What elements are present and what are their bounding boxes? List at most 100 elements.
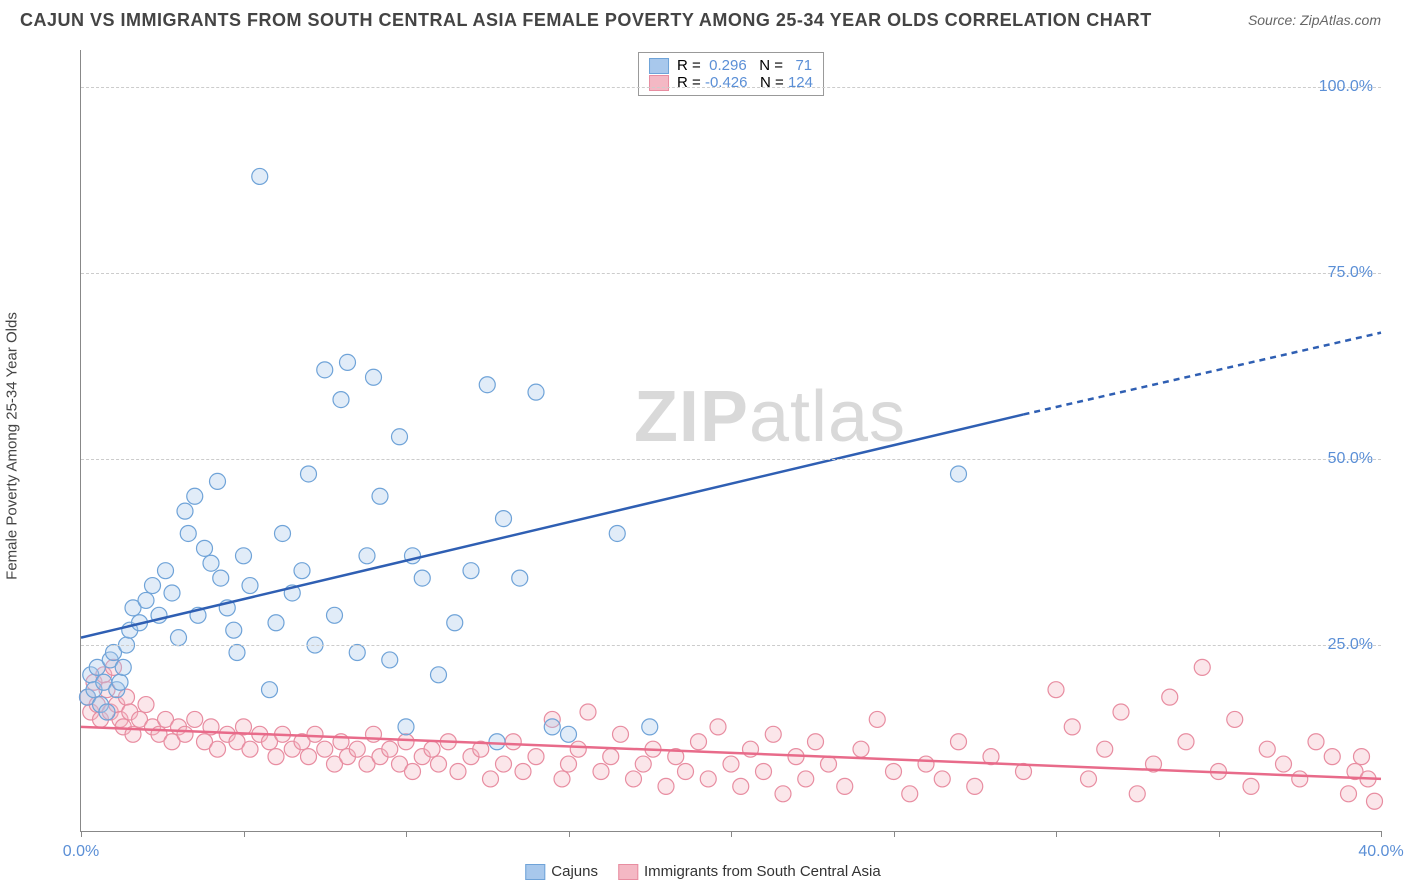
data-point [398,719,414,735]
plot-area: ZIPatlas R = 0.296 N = 71 R = -0.426 N =… [80,50,1381,832]
data-point [210,473,226,489]
x-tick [244,831,245,837]
data-point [333,392,349,408]
data-point [145,578,161,594]
data-point [853,741,869,757]
data-point [301,749,317,765]
data-point [138,697,154,713]
data-point [710,719,726,735]
data-point [164,585,180,601]
data-point [765,726,781,742]
data-point [431,756,447,772]
legend-item-2: Immigrants from South Central Asia [618,863,881,880]
data-point [268,749,284,765]
x-tick [406,831,407,837]
data-point [613,726,629,742]
data-point [528,749,544,765]
data-point [187,711,203,727]
data-point [99,704,115,720]
data-point [1194,659,1210,675]
x-tick [1219,831,1220,837]
data-point [317,362,333,378]
data-point [869,711,885,727]
x-tick [1381,831,1382,837]
x-tick [1056,831,1057,837]
x-tick [731,831,732,837]
y-tick-label: 100.0% [1319,78,1373,96]
data-point [349,644,365,660]
data-point [635,756,651,772]
data-point [691,734,707,750]
data-point [382,741,398,757]
x-tick [81,831,82,837]
data-point [570,741,586,757]
data-point [171,630,187,646]
data-point [1367,793,1383,809]
data-point [229,644,245,660]
x-tick-label: 40.0% [1358,843,1403,861]
data-point [1308,734,1324,750]
data-point [561,726,577,742]
data-point [424,741,440,757]
data-point [1341,786,1357,802]
data-point [197,540,213,556]
data-point [934,771,950,787]
data-point [236,548,252,564]
data-point [1064,719,1080,735]
data-point [382,652,398,668]
legend-swatch-1 [525,864,545,880]
data-point [158,563,174,579]
grid-line [81,87,1381,88]
data-point [642,719,658,735]
data-point [242,741,258,757]
legend-item-1: Cajuns [525,863,598,880]
data-point [1048,682,1064,698]
y-tick-label: 75.0% [1328,264,1373,282]
x-tick [894,831,895,837]
data-point [1243,778,1259,794]
data-point [544,719,560,735]
data-point [496,511,512,527]
data-point [275,525,291,541]
data-point [798,771,814,787]
data-point [580,704,596,720]
data-point [1178,734,1194,750]
data-point [447,615,463,631]
chart-title: CAJUN VS IMMIGRANTS FROM SOUTH CENTRAL A… [20,10,1386,31]
data-point [463,563,479,579]
data-point [138,592,154,608]
data-point [115,659,131,675]
data-point [1292,771,1308,787]
data-point [450,763,466,779]
data-point [489,734,505,750]
data-point [756,763,772,779]
data-point [658,778,674,794]
data-point [951,734,967,750]
data-point [733,778,749,794]
data-point [496,756,512,772]
data-point [252,168,268,184]
data-point [372,488,388,504]
data-point [603,749,619,765]
data-point [505,734,521,750]
data-point [226,622,242,638]
data-point [837,778,853,794]
data-point [1276,756,1292,772]
series-legend: Cajuns Immigrants from South Central Asi… [525,863,880,880]
source-label: Source: ZipAtlas.com [1248,12,1381,28]
x-tick-label: 0.0% [63,843,99,861]
data-point [392,429,408,445]
data-point [951,466,967,482]
data-point [700,771,716,787]
data-point [317,741,333,757]
data-point [203,555,219,571]
trend-line [81,414,1024,637]
data-point [515,763,531,779]
data-point [177,503,193,519]
data-point [479,377,495,393]
data-point [1081,771,1097,787]
data-point [723,756,739,772]
data-point [1227,711,1243,727]
legend-label-2: Immigrants from South Central Asia [644,863,881,880]
data-point [1324,749,1340,765]
